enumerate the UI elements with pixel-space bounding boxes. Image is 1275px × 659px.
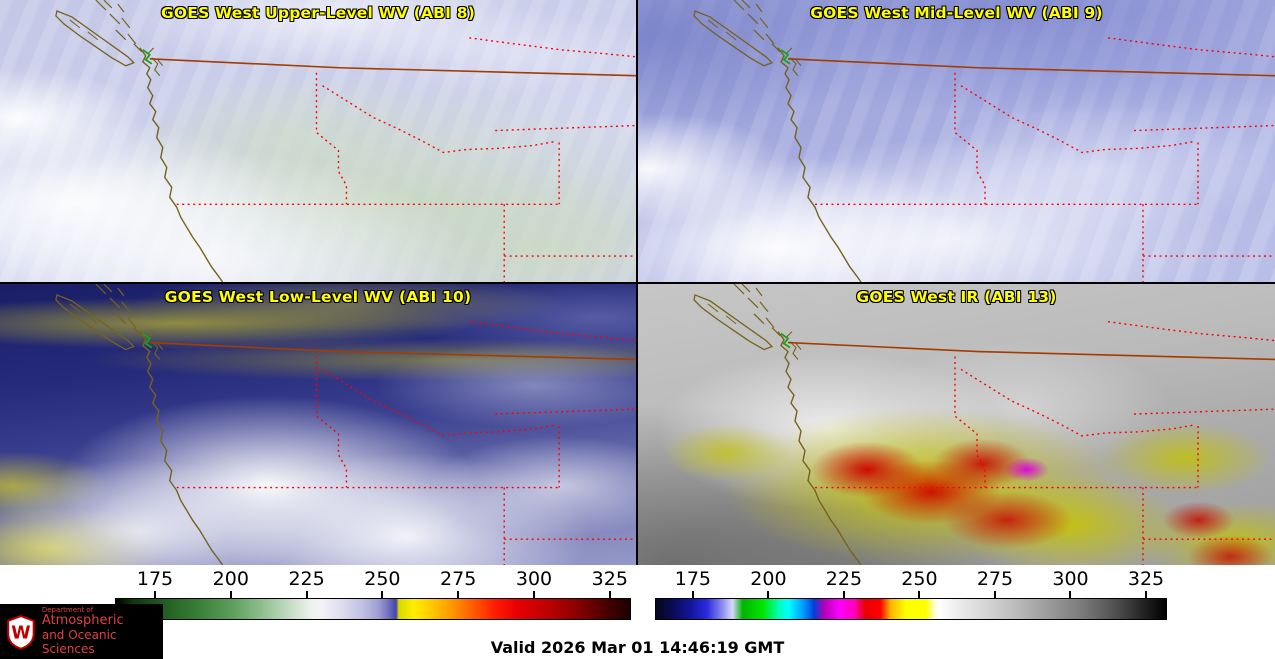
crest-letter: W [11, 623, 30, 643]
map-borders-overlay [693, 0, 1275, 282]
uw-aos-logo[interactable]: W Department of Atmospheric and Oceanic … [0, 604, 163, 659]
panel-title-abi13: GOES West IR (ABI 13) [856, 288, 1057, 306]
satellite-image-abi13 [638, 284, 1275, 565]
tick-label: 300 [1052, 568, 1089, 590]
colorbar-wv: 175 200 225 250 275 300 325 [115, 568, 631, 622]
tick-label: 225 [825, 568, 863, 590]
panel-title-abi8: GOES West Upper-Level WV (ABI 8) [160, 4, 476, 22]
colorbar-wv-tick-labels: 175 200 225 250 275 300 325 [115, 568, 631, 591]
panel-upper-level-wv[interactable]: GOES West Upper-Level WV (ABI 8) [0, 0, 636, 282]
footer: 175 200 225 250 275 300 325 175 200 225 … [0, 565, 1275, 659]
map-borders-overlay [55, 0, 636, 282]
satellite-image-abi9 [638, 0, 1275, 282]
panel-low-level-wv[interactable]: GOES West Low-Level WV (ABI 10) [0, 284, 636, 565]
logo-text: Department of Atmospheric and Oceanic Sc… [42, 606, 158, 657]
panel-ir[interactable]: GOES West IR (ABI 13) [638, 284, 1275, 565]
tick-label: 175 [674, 568, 712, 590]
colorbar-wv-tick-marks [115, 591, 631, 598]
panel-title-abi9: GOES West Mid-Level WV (ABI 9) [810, 4, 1103, 22]
satellite-image-abi8 [0, 0, 636, 282]
colorbar-ir-tick-marks [655, 591, 1167, 598]
tick-label: 325 [591, 568, 628, 590]
tick-label: 300 [515, 568, 553, 590]
panel-mid-level-wv[interactable]: GOES West Mid-Level WV (ABI 9) [638, 0, 1275, 282]
tick-label: 200 [750, 568, 787, 590]
uw-crest-icon: W [7, 614, 35, 650]
tick-label: 225 [288, 568, 325, 590]
tick-label: 275 [440, 568, 477, 590]
colorbar-wv-gradient [115, 598, 631, 620]
logo-dept-line: Department of [41, 606, 94, 615]
colorbar-ir-tick-labels: 175 200 225 250 275 300 325 [655, 568, 1167, 591]
valid-timestamp: Valid 2026 Mar 01 14:46:19 GMT [490, 638, 785, 657]
panel-title-abi10: GOES West Low-Level WV (ABI 10) [164, 288, 472, 306]
logo-name-line2: and Oceanic Sciences [41, 628, 117, 656]
colorbar-ir: 175 200 225 250 275 300 325 [655, 568, 1167, 622]
tick-label: 275 [976, 568, 1014, 590]
tick-label: 250 [901, 568, 938, 590]
tick-label: 250 [364, 568, 401, 590]
tick-label: 175 [136, 568, 174, 590]
tick-label: 200 [212, 568, 249, 590]
tick-label: 325 [1127, 568, 1165, 590]
map-borders-overlay [55, 284, 636, 565]
map-borders-overlay [693, 284, 1275, 565]
colorbar-ir-gradient [655, 598, 1167, 620]
satellite-panel-grid: GOES West Upper-Level WV (ABI 8) GOES We… [0, 0, 1275, 565]
satellite-image-abi10 [0, 284, 636, 565]
logo-name-line1: Atmospheric [41, 613, 124, 629]
